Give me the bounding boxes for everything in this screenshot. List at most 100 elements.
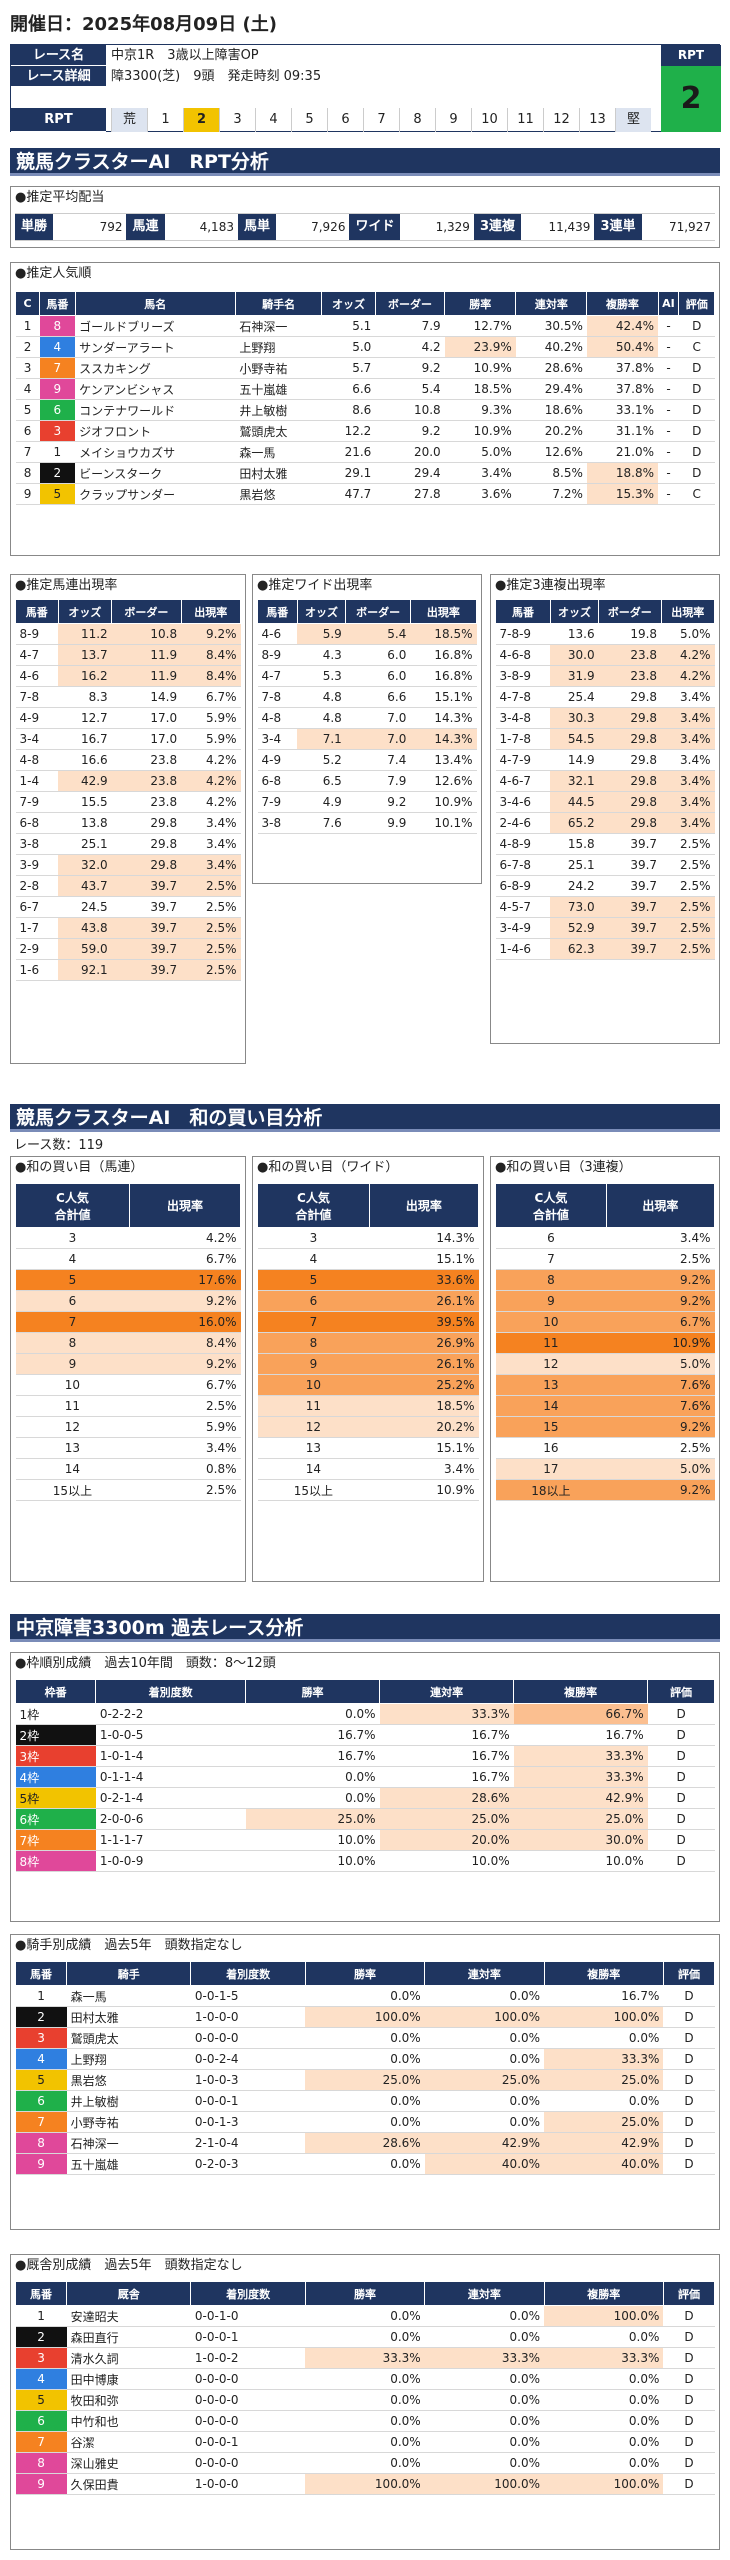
popular-cell: 7 bbox=[15, 441, 40, 463]
sum-trio-cell: 11 bbox=[495, 1332, 607, 1354]
trainer-cell: D bbox=[663, 2410, 715, 2432]
waku-box: ●枠順別成績 過去10年間 頭数：8～12頭 枠番 着別度数 勝率 連対率 複勝率 評価 1… bbox=[10, 1652, 720, 1922]
umaren-cell: 2.5% bbox=[181, 875, 241, 897]
sum-trio-cell: 7.6% bbox=[606, 1374, 715, 1396]
popular-cell: 33.1% bbox=[586, 399, 658, 421]
table-row: 4 6.7% bbox=[15, 1248, 241, 1270]
trainer-cell: D bbox=[663, 2389, 715, 2411]
waku-cell: 33.3% bbox=[513, 1766, 648, 1788]
trainer-cell: 0-0-0-1 bbox=[190, 2431, 306, 2453]
popular-cell: 18.6% bbox=[515, 399, 587, 421]
waku-cell: 1-0-0-5 bbox=[95, 1724, 246, 1746]
trio-cell: 30.0 bbox=[550, 644, 599, 666]
popular-cell: 5 bbox=[15, 399, 40, 421]
popular-cell: 4 bbox=[39, 336, 76, 358]
umaren-cell: 3-9 bbox=[15, 854, 59, 876]
jockey-cell: D bbox=[663, 2111, 715, 2133]
table-row: 10 6.7% bbox=[15, 1374, 241, 1396]
umaren-cell: 43.8 bbox=[58, 917, 112, 939]
wide-cell: 16.8% bbox=[410, 665, 477, 687]
waku-cell: 1-0-0-9 bbox=[95, 1850, 246, 1872]
trio-cell: 73.0 bbox=[550, 896, 599, 918]
jockey-cell: 6 bbox=[15, 2090, 67, 2112]
popular-cell: D bbox=[678, 315, 715, 337]
jockey-col-header: 馬番 bbox=[14, 1961, 68, 1986]
trio-title: ●推定3連複出現率 bbox=[495, 578, 606, 593]
jockey-cell: 25.0% bbox=[305, 2069, 425, 2091]
wide-cell: 6.0 bbox=[345, 665, 411, 687]
trainer-col-header: 評価 bbox=[662, 2281, 716, 2306]
payout-value: 11,439 bbox=[548, 220, 591, 234]
trainer-cell: 牧田和弥 bbox=[66, 2389, 191, 2411]
trainer-cell: 0.0% bbox=[305, 2368, 425, 2390]
jockey-cell: 8 bbox=[15, 2132, 67, 2154]
waku-cell: 0.0% bbox=[245, 1787, 380, 1809]
umaren-cell: 3-8 bbox=[15, 833, 59, 855]
sum-trio-cell: 2.5% bbox=[606, 1248, 715, 1270]
waku-cell: 0.0% bbox=[245, 1703, 380, 1725]
table-row: 7 39.5% bbox=[257, 1311, 479, 1333]
trio-cell: 3.4% bbox=[661, 749, 715, 771]
waku-cell: D bbox=[647, 1850, 715, 1872]
payout-value: 71,927 bbox=[668, 220, 711, 234]
wide-cell: 3-8 bbox=[257, 812, 298, 834]
sum-umaren-header-row: C人気 合計値 出現率 bbox=[15, 1183, 242, 1228]
jockey-cell: 0.0% bbox=[424, 2090, 545, 2112]
table-row: 3枠 1-0-1-4 16.7% 16.7% 33.3% D bbox=[15, 1745, 715, 1767]
section-past-races: 中京障害3300m 過去レース分析 bbox=[10, 1614, 720, 1642]
rpt-label: RPT bbox=[661, 45, 721, 66]
waku-header-row: 枠番 着別度数 勝率 連対率 複勝率 評価 bbox=[14, 1679, 715, 1704]
jockey-cell: 1 bbox=[15, 1985, 67, 2007]
umaren-cell: 2.5% bbox=[181, 959, 241, 981]
jockey-cell: 4 bbox=[15, 2048, 67, 2070]
rpt-scale-cell: 荒 bbox=[111, 108, 147, 132]
sum-umaren-cell: 2.5% bbox=[129, 1479, 241, 1501]
wide-cell: 6.5 bbox=[297, 770, 346, 792]
jockey-cell: 16.7% bbox=[544, 1985, 664, 2007]
popular-cell: D bbox=[678, 420, 715, 442]
umaren-cell: 11.9 bbox=[111, 665, 182, 687]
popular-cell: 森一馬 bbox=[235, 441, 322, 463]
popular-cell: 5 bbox=[39, 483, 76, 505]
sum-trio-cell: 9.2% bbox=[606, 1479, 715, 1501]
popular-cell: 37.8% bbox=[586, 378, 658, 400]
wide-cell: 6.0 bbox=[345, 644, 411, 666]
popular-col-header: 連対率 bbox=[515, 291, 588, 316]
table-row: 15以上 2.5% bbox=[15, 1479, 241, 1501]
trio-cell: 4-7-9 bbox=[495, 749, 551, 771]
trainer-cell: 0.0% bbox=[424, 2326, 545, 2348]
trainer-cell: 森田直行 bbox=[66, 2326, 191, 2348]
popular-cell: 7.2% bbox=[515, 483, 587, 505]
trio-cell: 2.5% bbox=[661, 896, 715, 918]
umaren-cell: 2-9 bbox=[15, 938, 59, 960]
sum-wide-cell: 15.1% bbox=[369, 1248, 479, 1270]
jockey-cell: 33.3% bbox=[544, 2048, 664, 2070]
sum-wide-cell: 39.5% bbox=[369, 1311, 479, 1333]
table-row: 14 3.4% bbox=[257, 1458, 479, 1480]
waku-cell: 0-1-1-4 bbox=[95, 1766, 246, 1788]
trainer-cell: 0.0% bbox=[305, 2410, 425, 2432]
payout-label: ワイド bbox=[349, 214, 401, 240]
umaren-box: ●推定馬連出現率 馬番 オッズ ボーダー 出現率 8-9 11.2 10.8 9.2% 4-7 1… bbox=[10, 574, 246, 1064]
trainer-cell: 6 bbox=[15, 2410, 67, 2432]
jockey-col-header: 騎手 bbox=[66, 1961, 192, 1986]
table-row: 4-9 12.7 17.0 5.9% bbox=[15, 707, 241, 729]
sum-wide-cell: 26.1% bbox=[369, 1353, 479, 1375]
trainer-title: ●厩舎別成績 過去5年 頭数指定なし bbox=[15, 2258, 243, 2273]
table-row: 14 0.8% bbox=[15, 1458, 241, 1480]
trainer-cell: 8 bbox=[15, 2452, 67, 2474]
popular-cell: 6 bbox=[39, 399, 76, 421]
umaren-cell: 8-9 bbox=[15, 623, 59, 645]
wide-cell: 4.8 bbox=[297, 686, 346, 708]
table-row: 4-6-8 30.0 23.8 4.2% bbox=[495, 644, 715, 666]
rpt-value: 2 bbox=[661, 66, 721, 132]
popular-cell: 10.8 bbox=[375, 399, 445, 421]
table-row: 3-8 25.1 29.8 3.4% bbox=[15, 833, 241, 855]
waku-table: 枠番 着別度数 勝率 連対率 複勝率 評価 1枠 0-2-2-2 0.0% 33.3% 66.7% D… bbox=[14, 1679, 715, 1872]
table-row: 7 1 メイショウカズサ 森一馬 21.6 20.0 5.0% 12.6% 21.0% - D bbox=[15, 441, 715, 463]
popular-col-header: 馬番 bbox=[39, 291, 76, 316]
sum-umaren-cell: 16.0% bbox=[129, 1311, 241, 1333]
waku-cell: 16.7% bbox=[245, 1745, 380, 1767]
trio-cell: 4.2% bbox=[661, 644, 715, 666]
umaren-cell: 6-7 bbox=[15, 896, 59, 918]
